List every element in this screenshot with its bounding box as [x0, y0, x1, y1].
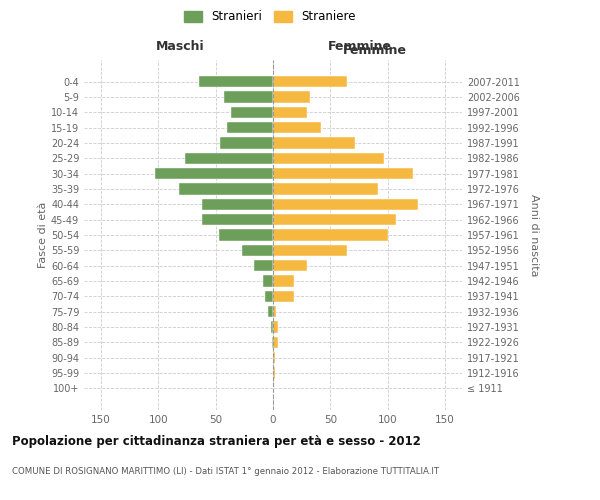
Bar	[273, 368, 275, 379]
Y-axis label: Fasce di età: Fasce di età	[38, 202, 48, 268]
Bar	[273, 137, 355, 148]
Bar	[273, 76, 347, 88]
Bar	[268, 306, 273, 318]
Bar	[265, 290, 273, 302]
Bar	[199, 76, 273, 88]
Bar	[227, 122, 273, 134]
Bar	[230, 106, 273, 118]
Bar	[273, 229, 388, 241]
Bar	[273, 91, 310, 102]
Bar	[224, 91, 273, 102]
Bar	[202, 198, 273, 210]
Bar	[185, 152, 273, 164]
Bar	[242, 244, 273, 256]
Bar	[273, 152, 384, 164]
Bar	[272, 336, 273, 348]
Bar	[273, 260, 307, 272]
Bar	[273, 290, 293, 302]
Bar	[273, 306, 277, 318]
Bar	[273, 183, 379, 194]
Bar	[273, 106, 307, 118]
Text: Femmine: Femmine	[328, 40, 392, 52]
Bar	[273, 244, 347, 256]
Bar	[220, 137, 273, 148]
Bar	[179, 183, 273, 194]
Bar	[155, 168, 273, 179]
Bar	[273, 168, 413, 179]
Text: Maschi: Maschi	[155, 40, 205, 52]
Bar	[263, 276, 273, 287]
Bar	[271, 322, 273, 333]
Text: COMUNE DI ROSIGNANO MARITTIMO (LI) - Dati ISTAT 1° gennaio 2012 - Elaborazione T: COMUNE DI ROSIGNANO MARITTIMO (LI) - Dat…	[12, 468, 439, 476]
Legend: Stranieri, Straniere: Stranieri, Straniere	[181, 7, 359, 27]
Bar	[273, 214, 395, 226]
Bar	[273, 122, 321, 134]
Bar	[219, 229, 273, 241]
Y-axis label: Anni di nascita: Anni di nascita	[529, 194, 539, 276]
Bar	[273, 276, 293, 287]
Text: Femmine: Femmine	[343, 44, 407, 57]
Bar	[273, 352, 275, 364]
Text: Popolazione per cittadinanza straniera per età e sesso - 2012: Popolazione per cittadinanza straniera p…	[12, 435, 421, 448]
Bar	[254, 260, 273, 272]
Bar	[273, 198, 418, 210]
Bar	[202, 214, 273, 226]
Bar	[273, 336, 278, 348]
Bar	[273, 322, 278, 333]
